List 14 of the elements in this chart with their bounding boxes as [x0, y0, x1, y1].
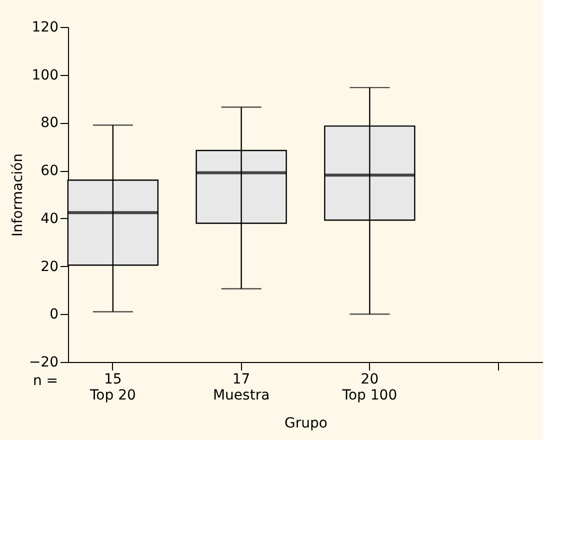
y-tick-label: −20 [28, 354, 58, 370]
y-tick-label: 40 [40, 210, 58, 227]
x-axis-title: Grupo [284, 416, 328, 432]
y-axis-title: Información [10, 153, 26, 237]
y-tick-label: 20 [40, 258, 58, 275]
y-tick-label: 100 [32, 67, 58, 84]
y-tick-label: 0 [50, 306, 58, 323]
x-tick-label: 15 Top 20 [88, 372, 136, 404]
x-tick-label: 20 Top 100 [341, 372, 398, 404]
y-tick-label: 120 [32, 20, 58, 36]
text: n = [32, 373, 58, 389]
x-tick-label: 17 Muestra [212, 372, 270, 404]
y-tick-label: 60 [40, 163, 58, 180]
y-tick-label: 80 [40, 115, 58, 132]
